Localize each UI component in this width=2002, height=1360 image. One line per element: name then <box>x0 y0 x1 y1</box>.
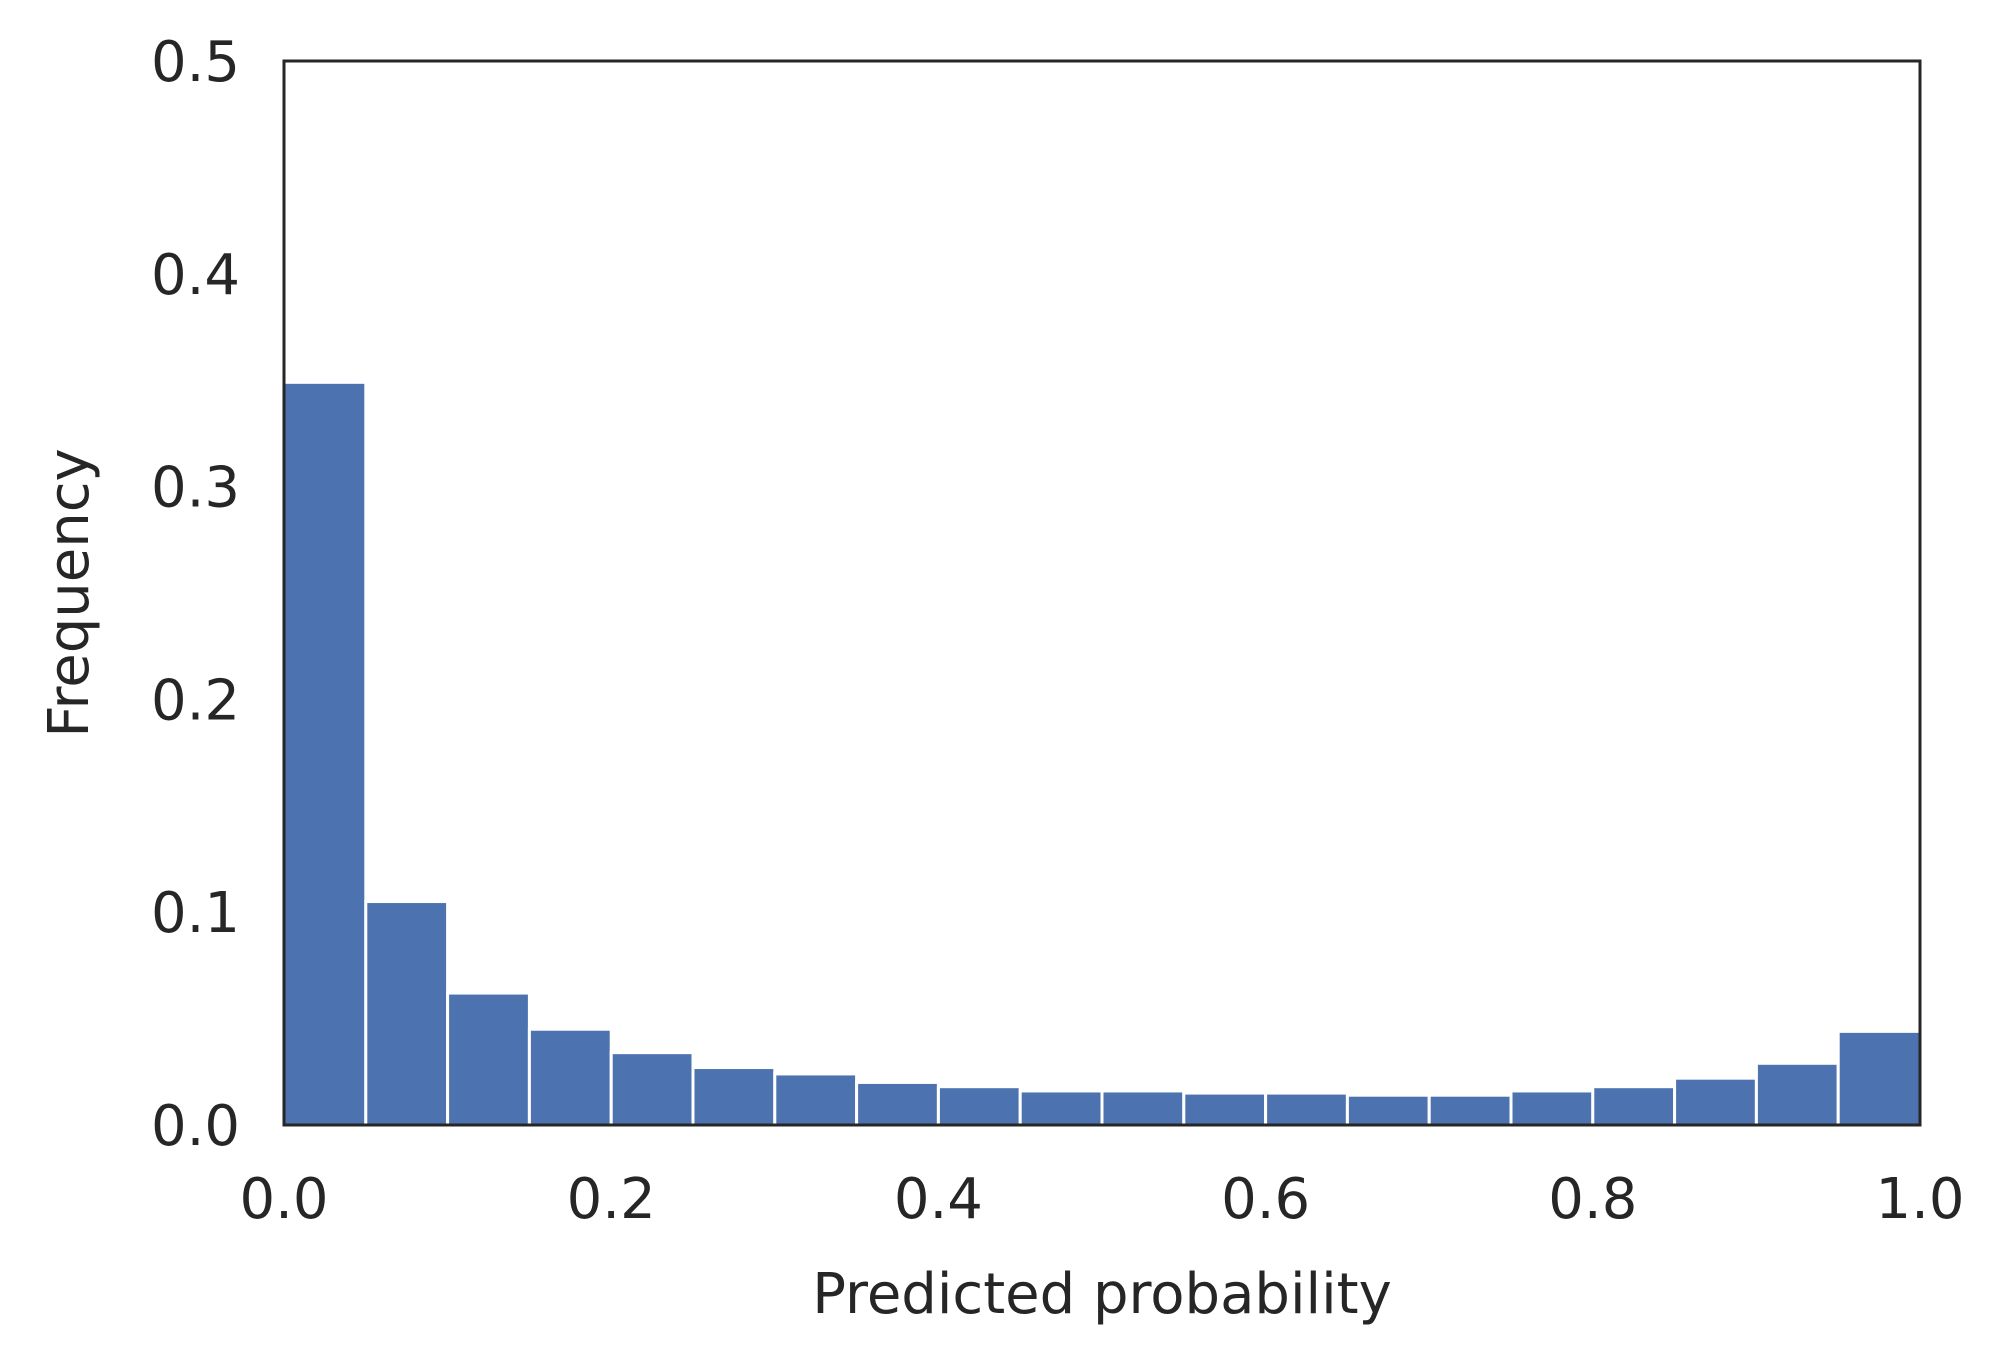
x-tick-label: 1.0 <box>1875 1167 1964 1232</box>
y-tick-label: 0.0 <box>151 1094 240 1159</box>
y-tick-label: 0.5 <box>151 30 240 95</box>
plot-frame <box>282 59 1922 1127</box>
histogram-bar <box>1018 1089 1104 1127</box>
x-tick-label: 0.0 <box>239 1167 328 1232</box>
histogram-bar <box>527 1027 613 1127</box>
x-tick-label: 0.4 <box>894 1167 983 1232</box>
y-tick-label: 0.1 <box>151 881 240 946</box>
histogram-bar <box>1100 1089 1186 1127</box>
histogram-bar <box>1345 1093 1431 1127</box>
histogram-bar <box>609 1051 695 1127</box>
x-axis-ticks: 0.0 0.2 0.4 0.6 0.8 1.0 <box>239 1167 1964 1232</box>
y-axis-title: Frequency <box>37 448 102 737</box>
histogram-bar <box>1427 1093 1513 1127</box>
histogram-bar <box>1836 1029 1922 1127</box>
x-tick-label: 0.2 <box>567 1167 656 1232</box>
y-tick-label: 0.2 <box>151 668 240 733</box>
histogram-bar <box>446 991 531 1127</box>
histogram-bar <box>936 1085 1022 1127</box>
histogram-bar <box>1182 1091 1268 1127</box>
y-axis-ticks: 0.0 0.1 0.2 0.3 0.4 0.5 <box>151 30 240 1159</box>
histogram-bar <box>282 380 368 1127</box>
x-tick-label: 0.8 <box>1548 1167 1637 1232</box>
histogram-bar <box>1673 1076 1758 1127</box>
histogram-bar <box>855 1080 940 1127</box>
y-tick-label: 0.4 <box>151 243 240 308</box>
x-axis-title: Predicted probability <box>812 1262 1391 1327</box>
histogram-bar <box>1754 1061 1840 1127</box>
x-tick-label: 0.6 <box>1221 1167 1310 1232</box>
y-tick-label: 0.3 <box>151 456 240 521</box>
histogram-bar <box>773 1072 859 1127</box>
histogram-bar <box>1264 1091 1349 1127</box>
histogram-bar <box>691 1066 777 1127</box>
histogram-bar <box>1509 1089 1595 1127</box>
bars-layer <box>282 380 1922 1127</box>
histogram-bar <box>364 900 450 1127</box>
histogram-bar <box>1591 1085 1677 1127</box>
